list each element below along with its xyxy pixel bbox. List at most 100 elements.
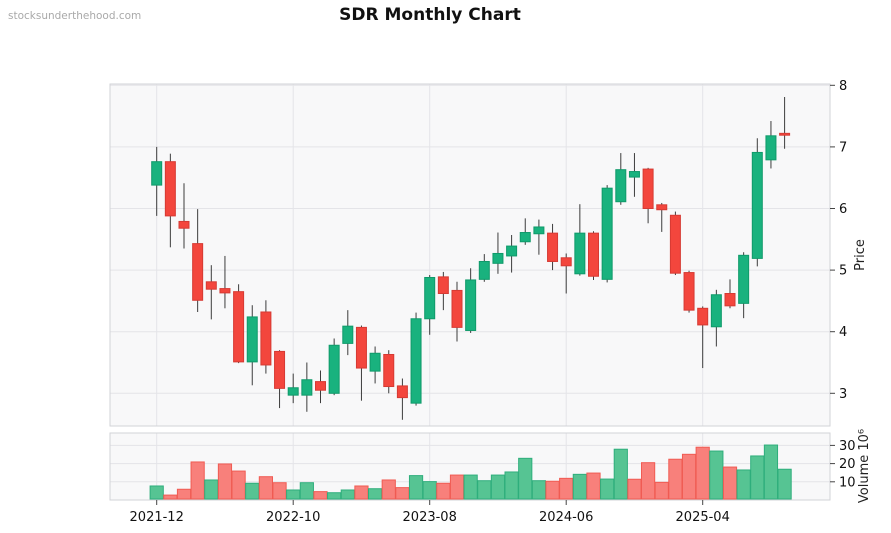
- candle-body-2022-07: [246, 316, 258, 363]
- volume-bar-2024-05: [545, 480, 560, 500]
- candle-body-2025-10: [779, 132, 791, 136]
- candle-body-2022-03: [192, 243, 204, 301]
- volume-bar-2023-04: [368, 488, 383, 500]
- candle-body-2024-10: [615, 169, 627, 203]
- volume-bar-2025-06: [722, 466, 738, 500]
- candle-body-2022-04: [205, 281, 217, 290]
- candle-body-2025-01: [656, 204, 668, 211]
- price-axis-title: Price: [853, 239, 868, 271]
- volume-bar-2025-09: [763, 444, 779, 500]
- volume-bar-2022-03: [190, 461, 205, 500]
- candle-body-2024-05: [547, 232, 559, 262]
- volume-bar-2024-10: [613, 448, 628, 500]
- candle-body-2025-09: [765, 135, 777, 161]
- candle-body-2025-06: [724, 293, 736, 307]
- volume-bar-2023-12: [477, 480, 492, 500]
- volume-bar-2023-07: [408, 475, 424, 500]
- candle-body-2023-05: [383, 353, 395, 388]
- volume-bar-2025-08: [750, 455, 765, 500]
- volume-bar-2025-03: [681, 453, 697, 500]
- volume-bar-2025-01: [654, 481, 669, 500]
- volume-bar-2022-06: [231, 470, 246, 500]
- price-panel-background: [110, 84, 830, 426]
- volume-bar-2022-08: [258, 476, 273, 500]
- candle-body-2025-04: [697, 307, 709, 326]
- volume-bar-2024-03: [518, 457, 533, 500]
- volume-bar-2024-07: [572, 473, 587, 500]
- volume-tick-label: 20: [839, 457, 856, 472]
- x-tick-label: 2023-08: [403, 510, 457, 525]
- volume-axis-title: Volume 10⁶: [857, 429, 872, 503]
- volume-bar-2025-04: [695, 446, 710, 500]
- volume-bar-2024-02: [504, 471, 519, 500]
- volume-bar-2021-12: [149, 485, 164, 500]
- volume-bar-2023-03: [354, 485, 369, 500]
- candle-body-2022-02: [178, 220, 190, 229]
- volume-bar-2023-01: [327, 492, 342, 500]
- candle-body-2024-01: [492, 252, 504, 264]
- volume-bar-2023-06: [395, 487, 410, 500]
- volume-bar-2022-02: [176, 488, 192, 500]
- price-tick-label: 6: [839, 202, 847, 217]
- candle-body-2022-09: [274, 350, 286, 389]
- candle-body-2023-09: [437, 276, 449, 295]
- candle-body-2024-09: [601, 187, 613, 280]
- volume-bar-2022-11: [299, 482, 314, 500]
- volume-bar-2022-10: [286, 489, 301, 500]
- candle-body-2023-07: [410, 318, 422, 404]
- price-tick-label: 3: [839, 387, 847, 402]
- candle-body-2023-10: [451, 289, 463, 328]
- x-tick-label: 2025-04: [676, 510, 730, 525]
- candle-body-2024-04: [533, 226, 545, 235]
- candle-body-2024-12: [642, 168, 654, 210]
- volume-bar-2025-10: [777, 468, 792, 500]
- volume-bar-2022-12: [313, 491, 328, 500]
- volume-bar-2024-06: [559, 477, 574, 500]
- price-tick-label: 7: [839, 140, 847, 155]
- candle-body-2021-12: [151, 161, 163, 186]
- candle-body-2024-11: [628, 171, 640, 178]
- candle-body-2023-11: [465, 279, 477, 331]
- candle-body-2022-11: [301, 379, 313, 396]
- candle-body-2023-06: [396, 385, 408, 399]
- candle-body-2023-12: [478, 260, 490, 280]
- candle-body-2025-08: [751, 151, 763, 259]
- volume-bar-2024-08: [586, 472, 601, 500]
- volume-bar-2022-04: [204, 479, 219, 500]
- volume-bar-2022-05: [217, 463, 233, 500]
- candle-body-2025-05: [710, 294, 722, 328]
- watermark: stocksunderthehood.com: [8, 10, 142, 22]
- price-tick-label: 4: [839, 325, 847, 340]
- candle-body-2023-03: [355, 326, 367, 369]
- candle-body-2022-05: [219, 288, 231, 294]
- x-tick-label: 2024-06: [539, 510, 593, 525]
- volume-bar-2022-09: [272, 482, 287, 500]
- volume-bar-2023-11: [463, 474, 478, 500]
- candle-body-2025-02: [669, 214, 681, 274]
- x-tick-label: 2022-10: [266, 510, 320, 525]
- candle-body-2022-06: [233, 291, 245, 363]
- candle-body-2024-02: [506, 245, 518, 257]
- volume-bar-2023-05: [381, 479, 396, 500]
- chart-title: SDR Monthly Chart: [339, 5, 521, 25]
- candle-body-2024-03: [519, 232, 531, 243]
- candle-body-2024-07: [574, 232, 586, 275]
- candle-body-2022-12: [315, 381, 326, 391]
- volume-bar-2024-11: [627, 478, 642, 500]
- candle-body-2024-08: [588, 232, 599, 277]
- volume-panel-border: [109, 432, 831, 501]
- price-panel-border: [109, 83, 831, 427]
- candle-body-2025-03: [683, 272, 695, 311]
- volume-bar-2025-07: [736, 469, 751, 500]
- volume-bar-2025-02: [668, 458, 683, 500]
- volume-bar-2024-12: [641, 462, 656, 500]
- volume-bar-2022-07: [245, 482, 260, 500]
- candle-body-2025-07: [738, 254, 750, 304]
- volume-bar-2023-08: [422, 481, 437, 500]
- volume-tick-label: 30: [839, 439, 856, 454]
- candle-body-2023-01: [328, 344, 340, 394]
- candle-body-2023-08: [424, 276, 436, 320]
- price-tick-label: 5: [839, 264, 847, 279]
- volume-bar-2024-09: [600, 478, 615, 500]
